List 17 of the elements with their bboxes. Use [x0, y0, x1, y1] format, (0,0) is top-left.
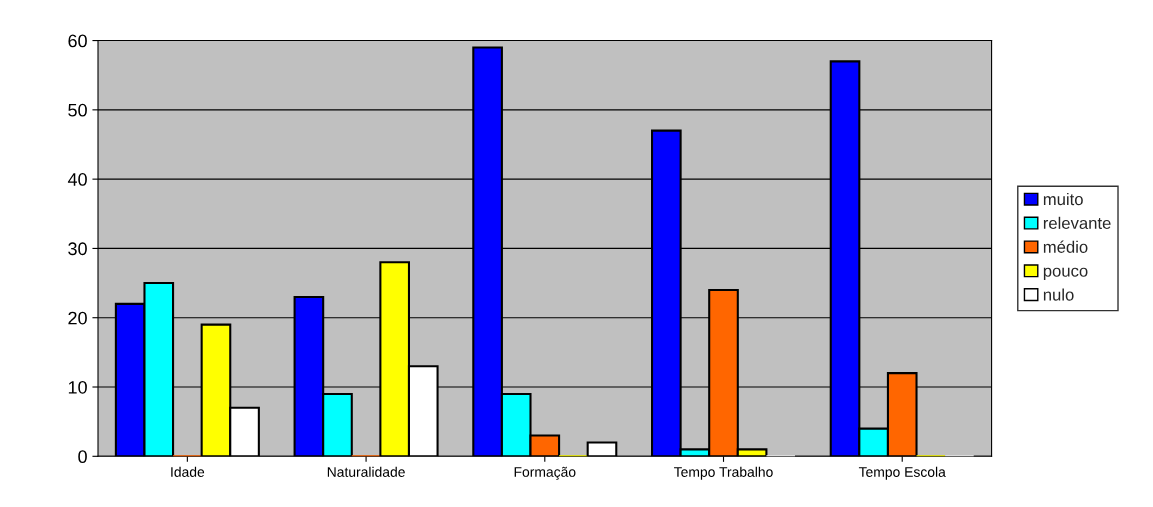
legend-label: médio	[1043, 240, 1088, 253]
x-tick-label: Formação	[514, 466, 576, 480]
y-tick-label: 30	[68, 242, 87, 256]
legend-label: muito	[1043, 192, 1083, 206]
x-tick-label: Naturalidade	[327, 466, 405, 477]
x-tick-label: Tempo Escola	[858, 466, 946, 480]
y-tick-label: 60	[68, 34, 87, 48]
legend-label: relevante	[1043, 216, 1111, 230]
x-tick-label: Idade	[171, 466, 205, 477]
legend-label: pouco	[1043, 267, 1088, 281]
y-tick-label: 20	[68, 311, 87, 325]
legend-label: nulo	[1043, 288, 1074, 301]
y-tick-label: 10	[68, 380, 87, 394]
x-tick-label: Tempo Trabalho	[674, 466, 773, 480]
y-tick-label: 50	[68, 103, 87, 117]
y-tick-label: 0	[78, 450, 87, 464]
y-tick-label: 40	[67, 173, 87, 186]
